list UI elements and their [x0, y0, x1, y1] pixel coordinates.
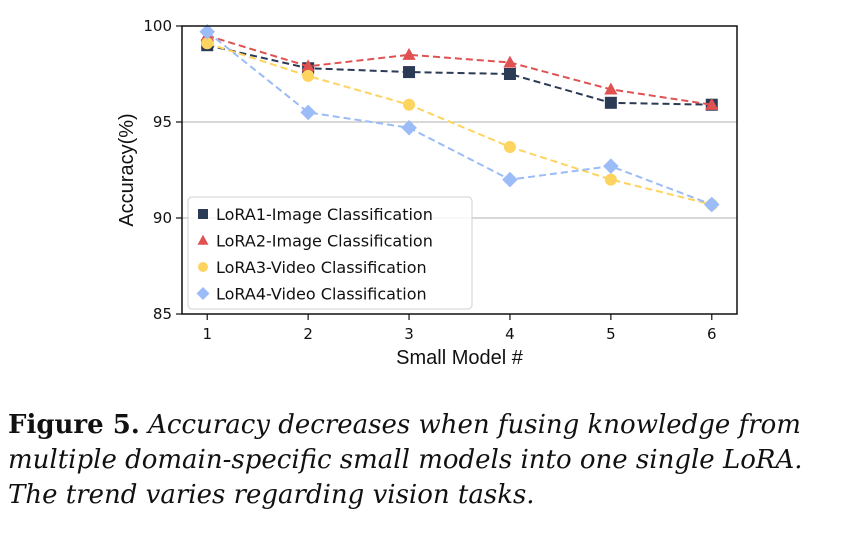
y-tick-label: 95 — [153, 113, 172, 131]
series-line — [206, 42, 713, 206]
x-axis: 1 2 3 4 5 6 — [202, 314, 717, 343]
legend-circle-icon — [198, 262, 208, 272]
legend-label: LoRA2-Image Classification — [216, 232, 433, 251]
accuracy-line-chart: 85 90 95 100 1 2 3 4 5 6 Small Model # Accuracy(… — [116, 17, 738, 369]
square-marker — [403, 66, 416, 79]
y-tick-label: 100 — [143, 17, 172, 35]
triangle-marker — [604, 82, 618, 95]
triangle-marker — [503, 55, 517, 68]
series-line — [206, 30, 713, 206]
diamond-marker — [603, 158, 619, 174]
triangle-marker — [301, 59, 315, 72]
x-tick-label: 2 — [303, 325, 313, 343]
diamond-marker — [502, 171, 518, 188]
square-marker — [604, 96, 617, 109]
x-tick-label: 4 — [505, 325, 515, 343]
triangle-marker — [705, 97, 719, 110]
x-tick-label: 3 — [404, 325, 414, 343]
square-marker — [503, 68, 516, 80]
y-axis-label: Accuracy(%) — [116, 113, 138, 226]
circle-marker — [302, 69, 315, 82]
circle-marker — [403, 98, 416, 111]
x-tick-label: 1 — [202, 325, 212, 343]
series-4 — [199, 23, 720, 213]
plot-frame — [181, 25, 738, 315]
series-3 — [201, 37, 718, 211]
circle-marker — [201, 37, 214, 50]
legend-item: LoRA3-Video Classification — [198, 258, 427, 277]
diamond-marker — [300, 104, 316, 121]
legend-item: LoRA1-Image Classification — [198, 205, 433, 224]
y-tick-label: 90 — [153, 209, 172, 227]
series-line — [207, 44, 712, 106]
series-1 — [201, 39, 718, 111]
legend-item: LoRA2-Image Classification — [197, 232, 433, 251]
x-tick-label: 6 — [707, 325, 717, 343]
series-layer — [199, 23, 720, 213]
legend-label: LoRA3-Video Classification — [216, 258, 427, 277]
legend-label: LoRA4-Video Classification — [216, 285, 427, 304]
legend: LoRA1-Image Classification LoRA2-Image Cl… — [187, 196, 473, 310]
legend-triangle-icon — [197, 234, 209, 245]
circle-marker — [604, 173, 617, 186]
legend-diamond-icon — [196, 287, 210, 300]
legend-item: LoRA4-Video Classification — [196, 285, 427, 304]
x-tick-label: 5 — [606, 325, 616, 343]
diamond-marker — [703, 196, 720, 213]
series-line — [206, 34, 712, 106]
legend-square-icon — [198, 209, 208, 219]
y-axis: 85 90 95 100 — [143, 17, 182, 323]
x-axis-label: Small Model # — [396, 347, 524, 369]
legend-label: LoRA1-Image Classification — [216, 205, 433, 224]
series-2 — [200, 28, 719, 110]
figure-caption: Figure 5. Accuracy decreases when fusing… — [8, 408, 853, 513]
circle-marker — [503, 140, 516, 153]
diamond-marker — [401, 119, 417, 136]
diamond-marker — [199, 23, 216, 40]
triangle-marker — [402, 47, 416, 60]
y-tick-label: 85 — [153, 305, 172, 323]
legend-box — [187, 196, 473, 310]
caption-label: Figure 5. — [8, 410, 140, 440]
caption-text: Accuracy decreases when fusing knowledge… — [8, 410, 803, 510]
